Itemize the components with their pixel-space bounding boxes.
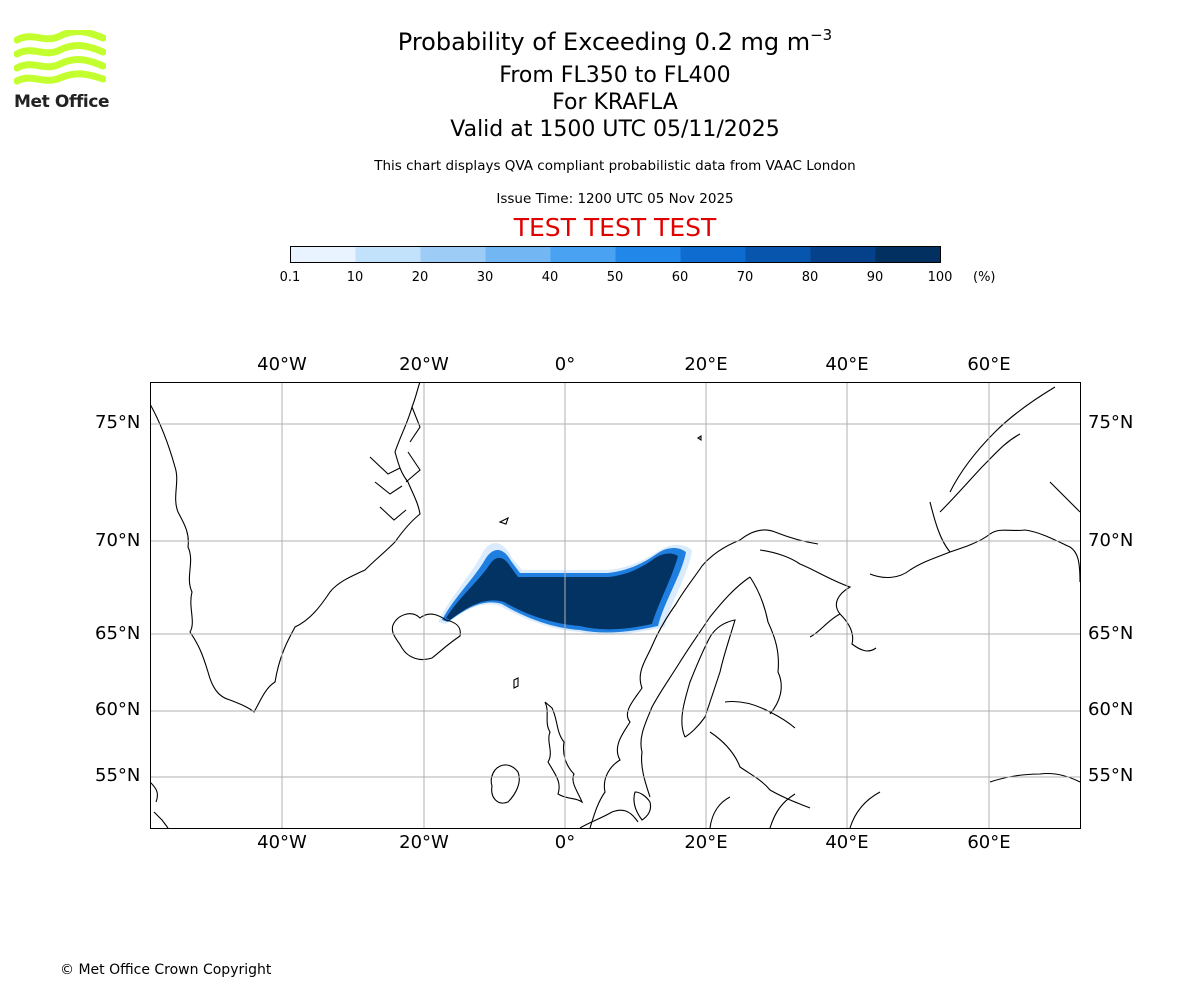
colorbar-frame bbox=[290, 246, 941, 263]
east-europe-borders bbox=[709, 791, 881, 828]
lon-label-top: 40°W bbox=[257, 354, 307, 375]
title-main: Probability of Exceeding 0.2 mg m bbox=[397, 28, 811, 56]
continental-coast bbox=[579, 809, 639, 828]
novaya-zemlya bbox=[939, 386, 1056, 513]
lon-label-bottom: 20°W bbox=[399, 832, 449, 853]
issue-time: Issue Time: 1200 UTC 05 Nov 2025 bbox=[496, 191, 734, 207]
colorbar-tick-label: 30 bbox=[476, 270, 494, 285]
baltic-coast bbox=[709, 731, 811, 809]
colorbar-bin bbox=[875, 246, 941, 263]
title-superscript: −3 bbox=[810, 26, 833, 44]
west-greenland-bits bbox=[150, 781, 169, 828]
lat-label-right: 65°N bbox=[1088, 623, 1134, 644]
jan-mayen bbox=[498, 516, 509, 525]
logo-wordmark: Met Office bbox=[14, 92, 110, 112]
colorbar-tick-label: 60 bbox=[671, 270, 689, 285]
sweden-border bbox=[640, 576, 751, 798]
plume-core bbox=[446, 553, 678, 630]
colorbar-bin bbox=[485, 246, 551, 263]
coastlines bbox=[150, 382, 1080, 828]
finland-border bbox=[749, 576, 782, 715]
lon-label-top: 40°E bbox=[825, 354, 869, 375]
map-panel bbox=[150, 382, 1081, 829]
lon-label-bottom: 20°E bbox=[684, 832, 728, 853]
valid-time: Valid at 1500 UTC 05/11/2025 bbox=[450, 117, 780, 142]
vaygach-coast bbox=[929, 501, 951, 553]
colorbar-tick-label: 10 bbox=[346, 270, 364, 285]
lon-label-top: 0° bbox=[554, 354, 576, 375]
map-frame bbox=[150, 382, 1081, 829]
lon-label-bottom: 60°E bbox=[967, 832, 1011, 853]
russia-north-coast-east bbox=[989, 772, 1080, 783]
kola-coast bbox=[759, 549, 852, 638]
gulf-of-finland bbox=[724, 700, 796, 729]
colorbar-tick-label: 20 bbox=[411, 270, 429, 285]
lon-label-bottom: 40°E bbox=[825, 832, 869, 853]
lat-label-left: 55°N bbox=[95, 765, 141, 786]
greenland-fjords bbox=[369, 406, 421, 521]
lat-label-left: 65°N bbox=[95, 623, 141, 644]
test-banner: TEST TEST TEST bbox=[513, 213, 717, 242]
lat-label-right: 60°N bbox=[1088, 699, 1134, 720]
lat-label-right: 55°N bbox=[1088, 765, 1134, 786]
lat-label-right: 75°N bbox=[1088, 412, 1134, 433]
lat-label-left: 60°N bbox=[95, 699, 141, 720]
colorbar-tick-label: 50 bbox=[606, 270, 624, 285]
colorbar-tick-label: 40 bbox=[541, 270, 559, 285]
lon-label-bottom: 40°W bbox=[257, 832, 307, 853]
copyright: © Met Office Crown Copyright bbox=[60, 962, 272, 978]
norway-coast bbox=[589, 529, 819, 828]
flight-levels: From FL350 to FL400 bbox=[499, 63, 731, 88]
british-isles-coast bbox=[544, 701, 584, 804]
chart-title: Probability of Exceeding 0.2 mg m−3 bbox=[0, 26, 1200, 56]
colorbar-bin bbox=[550, 246, 616, 263]
met-office-logo-icon bbox=[14, 30, 106, 85]
lat-label-right: 70°N bbox=[1088, 530, 1134, 551]
faroe-islands bbox=[513, 677, 519, 689]
colorbar-bin bbox=[420, 246, 486, 263]
yamal-coast bbox=[1049, 481, 1080, 513]
denmark-coast bbox=[633, 791, 652, 821]
colorbar-bin bbox=[810, 246, 876, 263]
greenland-coast bbox=[150, 382, 421, 713]
graticule bbox=[150, 382, 1081, 829]
colorbar-bin bbox=[615, 246, 681, 263]
colorbar-tick-label: 80 bbox=[801, 270, 819, 285]
white-sea bbox=[839, 613, 877, 652]
lon-label-bottom: 0° bbox=[554, 832, 576, 853]
lat-label-left: 70°N bbox=[95, 530, 141, 551]
colorbar-unit: (%) bbox=[973, 270, 996, 285]
description: This chart displays QVA compliant probab… bbox=[374, 158, 856, 174]
colorbar bbox=[290, 246, 941, 263]
colorbar-tick-label: 100 bbox=[927, 270, 953, 285]
lon-label-top: 20°W bbox=[399, 354, 449, 375]
colorbar-bin bbox=[355, 246, 421, 263]
russia-arctic-coast bbox=[869, 529, 1080, 583]
gulf-of-bothnia bbox=[681, 619, 736, 738]
bear-island bbox=[697, 434, 702, 442]
colorbar-tick-label: 0.1 bbox=[279, 270, 301, 285]
volcano-name: For KRAFLA bbox=[552, 90, 678, 115]
colorbar-bin bbox=[745, 246, 811, 263]
colorbar-bin bbox=[290, 246, 356, 263]
colorbar-bin bbox=[680, 246, 746, 263]
lon-label-top: 20°E bbox=[684, 354, 728, 375]
iceland-coast bbox=[391, 613, 461, 661]
colorbar-tick-label: 70 bbox=[736, 270, 754, 285]
ireland-coast bbox=[490, 764, 520, 804]
lon-label-top: 60°E bbox=[967, 354, 1011, 375]
colorbar-tick-label: 90 bbox=[866, 270, 884, 285]
lat-label-left: 75°N bbox=[95, 412, 141, 433]
